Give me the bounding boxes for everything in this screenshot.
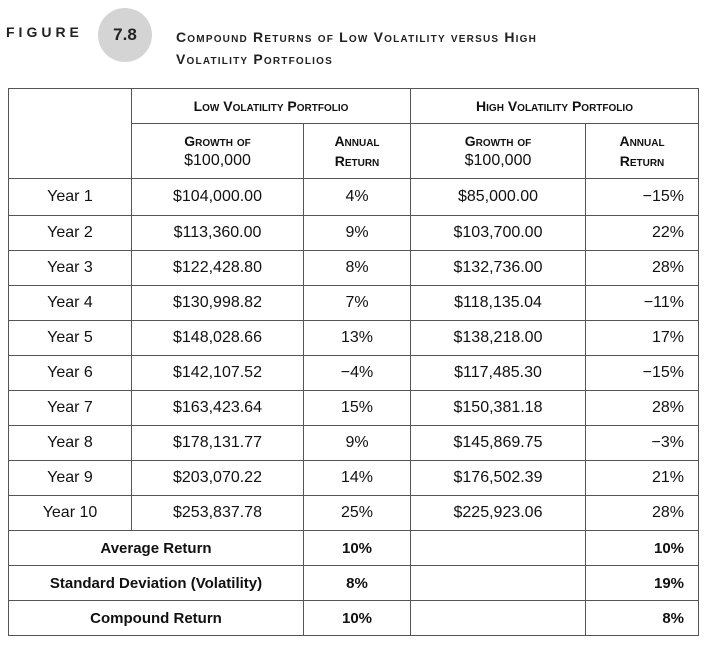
high-return-header-line-2: Return <box>619 153 665 169</box>
low-growth-cell: $130,998.82 <box>131 285 304 321</box>
high-volatility-header: High Volatility Portfolio <box>409 88 700 124</box>
summary-high-return: 10% <box>584 530 700 566</box>
summary-label: Compound Return <box>8 600 304 636</box>
high-growth-cell: $225,923.06 <box>410 495 586 531</box>
low-growth-cell: $142,107.52 <box>131 355 304 391</box>
high-return-header: Annual Return <box>584 123 700 179</box>
low-growth-cell: $148,028.66 <box>131 320 304 356</box>
year-cell: Year 6 <box>8 355 132 391</box>
high-return-cell: −11% <box>584 285 700 321</box>
high-growth-cell: $132,736.00 <box>410 250 586 286</box>
corner-cell <box>8 88 132 179</box>
low-growth-cell: $178,131.77 <box>131 425 304 461</box>
figure-title: Compound Returns of Low Volatility versu… <box>176 26 656 70</box>
summary-label: Average Return <box>8 530 304 566</box>
low-return-cell: 25% <box>303 495 411 531</box>
low-return-cell: 7% <box>303 285 411 321</box>
low-return-cell: 13% <box>303 320 411 356</box>
low-growth-header-line-2: $100,000 <box>184 152 251 169</box>
year-cell: Year 8 <box>8 425 132 461</box>
low-growth-cell: $122,428.80 <box>131 250 304 286</box>
summary-low-return: 8% <box>303 565 411 601</box>
summary-blank-cell <box>410 565 586 601</box>
sub-header-row: Growth of $100,000 Annual Return Growth … <box>9 123 700 179</box>
year-cell: Year 5 <box>8 320 132 356</box>
high-return-cell: 17% <box>584 320 700 356</box>
high-return-cell: 22% <box>584 215 700 251</box>
figure-number: 7.8 <box>113 25 137 44</box>
figure-number-badge: 7.8 <box>98 8 152 62</box>
table-row: Year 3 $122,428.80 8% $132,736.00 28% <box>8 250 700 286</box>
summary-blank-cell <box>410 530 586 566</box>
low-return-cell: 9% <box>303 425 411 461</box>
summary-high-return: 19% <box>584 565 700 601</box>
low-volatility-header: Low Volatility Portfolio <box>131 88 411 124</box>
low-return-header-line-1: Annual <box>334 133 380 149</box>
high-return-cell: −15% <box>584 355 700 391</box>
high-growth-header: Growth of $100,000 <box>410 123 586 179</box>
year-cell: Year 2 <box>8 215 132 251</box>
high-return-cell: 28% <box>584 390 700 426</box>
year-cell: Year 1 <box>8 178 132 216</box>
summary-row: Standard Deviation (Volatility) 8% 19% <box>8 565 700 601</box>
summary-blank-cell <box>410 600 586 636</box>
summary-low-return: 10% <box>303 530 411 566</box>
high-growth-cell: $117,485.30 <box>410 355 586 391</box>
high-growth-cell: $150,381.18 <box>410 390 586 426</box>
table-row: Year 2 $113,360.00 9% $103,700.00 22% <box>8 215 700 251</box>
low-growth-header-line-1: Growth of <box>184 133 251 149</box>
low-growth-cell: $104,000.00 <box>131 178 304 216</box>
high-growth-cell: $103,700.00 <box>410 215 586 251</box>
low-growth-cell: $163,423.64 <box>131 390 304 426</box>
high-growth-header-line-2: $100,000 <box>464 152 532 169</box>
year-cell: Year 4 <box>8 285 132 321</box>
table-row: Year 10 $253,837.78 25% $225,923.06 28% <box>8 495 700 531</box>
high-growth-cell: $176,502.39 <box>410 460 586 496</box>
high-return-cell: −3% <box>584 425 700 461</box>
year-cell: Year 9 <box>8 460 132 496</box>
low-growth-header: Growth of $100,000 <box>131 123 304 179</box>
figure-title-line-1: Compound Returns of Low Volatility versu… <box>176 29 538 45</box>
table-row: Year 1 $104,000.00 4% $85,000.00 −15% <box>8 178 700 216</box>
low-return-cell: 9% <box>303 215 411 251</box>
group-header-row: Low Volatility Portfolio High Volatility… <box>8 88 700 179</box>
table-row: Year 6 $142,107.52 −4% $117,485.30 −15% <box>8 355 700 391</box>
summary-row: Compound Return 10% 8% <box>8 600 700 636</box>
table-row: Year 8 $178,131.77 9% $145,869.75 −3% <box>8 425 700 461</box>
year-cell: Year 10 <box>8 495 132 531</box>
high-growth-cell: $118,135.04 <box>410 285 586 321</box>
low-return-cell: 15% <box>303 390 411 426</box>
high-return-cell: 21% <box>584 460 700 496</box>
low-return-cell: 4% <box>303 178 411 216</box>
low-return-header: Annual Return <box>303 123 411 179</box>
year-cell: Year 3 <box>8 250 132 286</box>
high-growth-cell: $85,000.00 <box>410 178 586 216</box>
table-row: Year 5 $148,028.66 13% $138,218.00 17% <box>8 320 700 356</box>
summary-row: Average Return 10% 10% <box>8 530 700 566</box>
returns-table: Low Volatility Portfolio High Volatility… <box>8 88 700 636</box>
table-row: Year 7 $163,423.64 15% $150,381.18 28% <box>8 390 700 426</box>
high-return-cell: 28% <box>584 250 700 286</box>
high-return-cell: −15% <box>584 178 700 216</box>
high-growth-header-line-1: Growth of <box>464 133 532 149</box>
low-return-cell: −4% <box>303 355 411 391</box>
high-growth-cell: $145,869.75 <box>410 425 586 461</box>
high-return-header-line-1: Annual <box>619 133 665 149</box>
summary-label: Standard Deviation (Volatility) <box>8 565 304 601</box>
table-row: Year 9 $203,070.22 14% $176,502.39 21% <box>8 460 700 496</box>
year-cell: Year 7 <box>8 390 132 426</box>
summary-low-return: 10% <box>303 600 411 636</box>
summary-high-return: 8% <box>584 600 700 636</box>
figure-title-line-2: Volatility Portfolios <box>176 51 334 67</box>
figure-label: FIGURE <box>6 24 83 40</box>
high-growth-cell: $138,218.00 <box>410 320 586 356</box>
high-return-cell: 28% <box>584 495 700 531</box>
low-growth-cell: $253,837.78 <box>131 495 304 531</box>
low-growth-cell: $113,360.00 <box>131 215 304 251</box>
low-return-header-line-2: Return <box>334 153 380 169</box>
low-growth-cell: $203,070.22 <box>131 460 304 496</box>
table-row: Year 4 $130,998.82 7% $118,135.04 −11% <box>8 285 700 321</box>
low-return-cell: 8% <box>303 250 411 286</box>
low-return-cell: 14% <box>303 460 411 496</box>
